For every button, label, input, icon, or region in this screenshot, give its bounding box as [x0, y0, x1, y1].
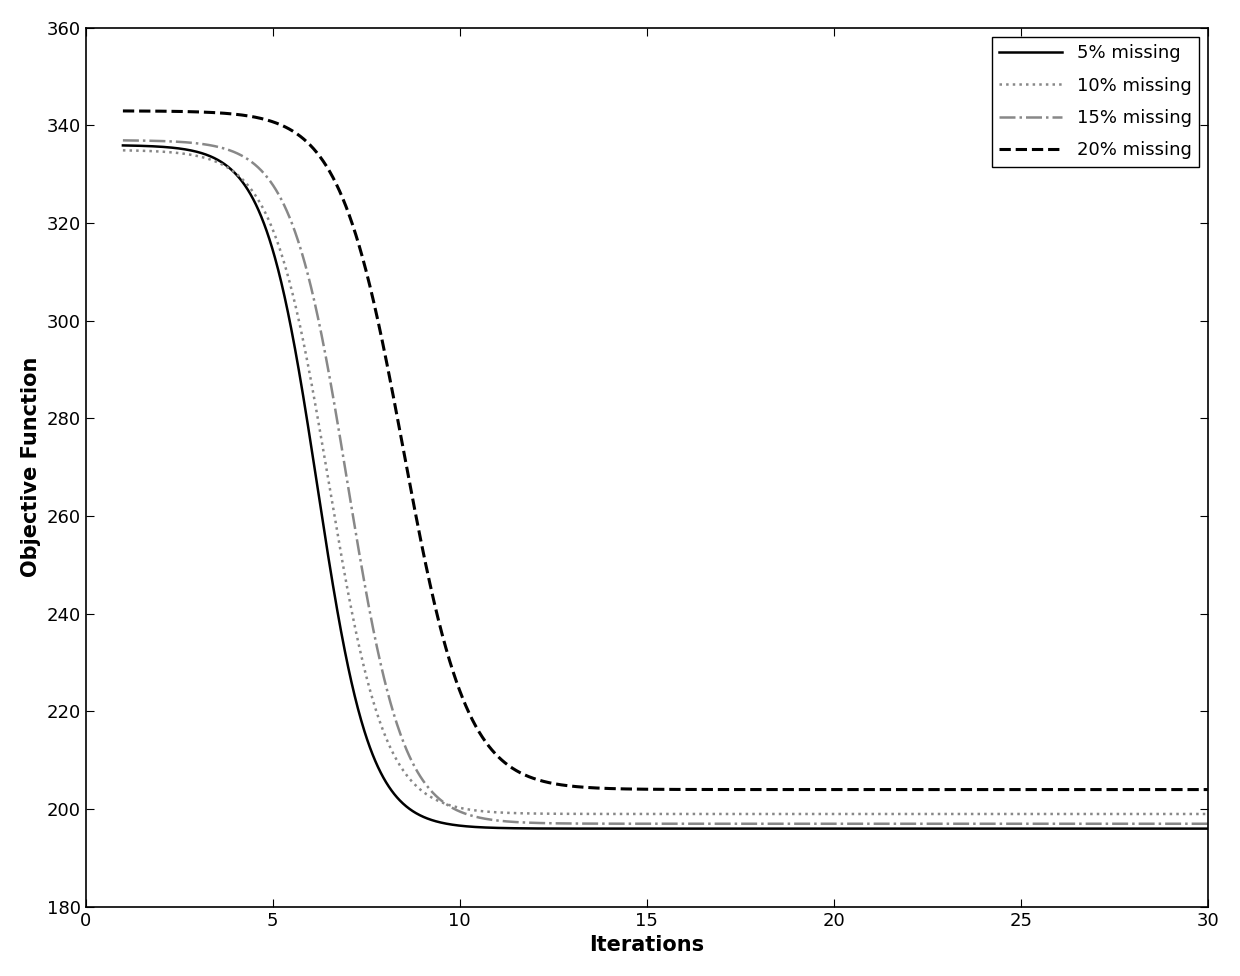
15% missing [970, 818, 985, 830]
5% missing [1169, 823, 1184, 834]
Line: 15% missing: 15% missing [123, 141, 1208, 824]
5% missing [614, 823, 629, 834]
Line: 10% missing: 10% missing [123, 150, 1208, 814]
5% missing [970, 823, 985, 834]
20% missing [1168, 784, 1183, 795]
10% missing [1169, 808, 1184, 820]
15% missing [115, 135, 130, 146]
10% missing [115, 144, 130, 156]
5% missing [1168, 823, 1183, 834]
20% missing [171, 105, 186, 117]
10% missing [171, 147, 186, 159]
10% missing [1168, 808, 1183, 820]
20% missing [115, 105, 130, 117]
20% missing [1200, 784, 1215, 795]
10% missing [644, 808, 658, 820]
5% missing [115, 140, 130, 151]
Line: 5% missing: 5% missing [123, 145, 1208, 829]
15% missing [1169, 818, 1184, 830]
X-axis label: Iterations: Iterations [589, 935, 704, 956]
5% missing [171, 142, 186, 154]
15% missing [614, 818, 629, 830]
Y-axis label: Objective Function: Objective Function [21, 357, 41, 578]
Legend: 5% missing, 10% missing, 15% missing, 20% missing: 5% missing, 10% missing, 15% missing, 20… [992, 37, 1199, 167]
15% missing [171, 136, 186, 147]
5% missing [644, 823, 658, 834]
20% missing [970, 784, 985, 795]
Line: 20% missing: 20% missing [123, 111, 1208, 790]
10% missing [970, 808, 985, 820]
15% missing [644, 818, 658, 830]
5% missing [1200, 823, 1215, 834]
15% missing [1200, 818, 1215, 830]
10% missing [1200, 808, 1215, 820]
20% missing [644, 784, 658, 795]
20% missing [1169, 784, 1184, 795]
10% missing [614, 808, 629, 820]
20% missing [614, 783, 629, 794]
15% missing [1168, 818, 1183, 830]
